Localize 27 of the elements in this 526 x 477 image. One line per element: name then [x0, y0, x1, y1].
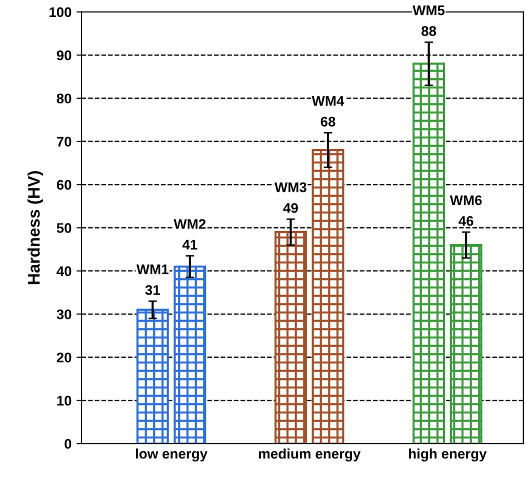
y-tick-label: 50 — [56, 223, 72, 233]
y-tick-label: 0 — [64, 438, 72, 449]
y-tick-label: 90 — [56, 50, 72, 60]
data-label: 31 — [145, 285, 160, 295]
data-label: 46 — [458, 216, 474, 226]
data-label: 41 — [182, 240, 198, 250]
data-label: 88 — [422, 26, 436, 36]
y-tick-label: 10 — [57, 396, 72, 406]
x-tick-label: low energy — [136, 448, 208, 462]
annotation: WM4 — [312, 96, 344, 106]
annotation: WM2 — [174, 219, 206, 229]
y-tick-label: 30 — [56, 309, 72, 320]
y-tick-label: 100 — [50, 7, 72, 18]
data-label: 68 — [320, 116, 336, 127]
y-tick-label: 80 — [56, 94, 72, 104]
y-axis-title: Hardness (HV) — [28, 171, 44, 284]
y-tick-label: 40 — [56, 266, 72, 276]
annotation: WM6 — [450, 195, 482, 206]
annotation: WM5 — [412, 6, 445, 16]
annotation: WM1 — [136, 264, 168, 274]
y-tick-label: 20 — [56, 352, 72, 362]
y-tick-label: 60 — [56, 180, 72, 190]
x-tick-label: medium energy — [258, 448, 361, 462]
data-label: 49 — [283, 203, 298, 213]
x-tick-label: high energy — [409, 448, 487, 462]
annotation: WM3 — [274, 182, 306, 192]
y-tick-label: 70 — [56, 136, 72, 147]
